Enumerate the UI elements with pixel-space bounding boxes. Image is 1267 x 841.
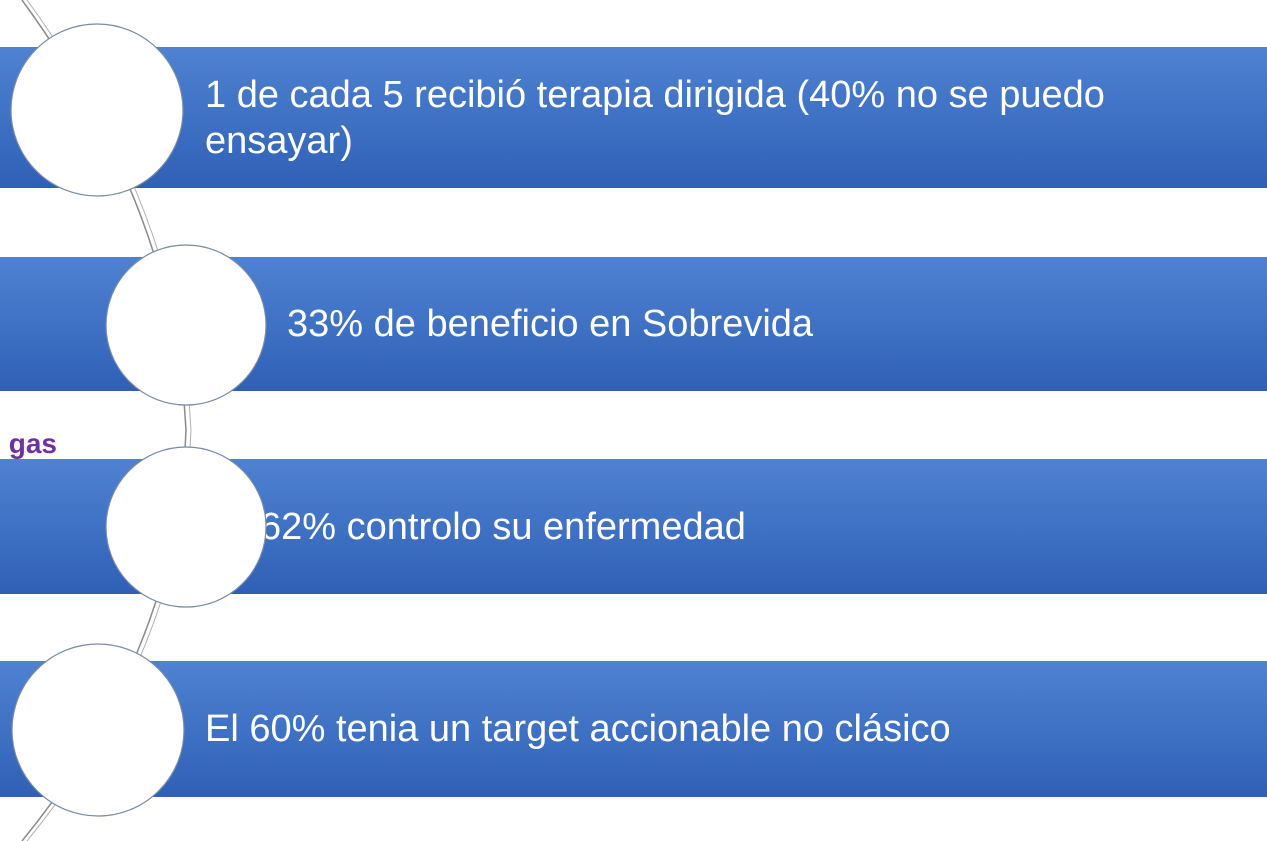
item-box: 1 de cada 5 recibió terapia dirigida (40… xyxy=(0,47,1267,188)
circle xyxy=(105,244,267,406)
circle xyxy=(11,643,185,817)
item-text: 1 de cada 5 recibió terapia dirigida (40… xyxy=(205,73,1105,162)
circle xyxy=(10,23,184,197)
item-text: 62% controlo su enfermedad xyxy=(260,505,746,548)
circle xyxy=(105,446,267,608)
side-label: gas xyxy=(8,428,57,459)
item-text: El 60% tenia un target accionable no clá… xyxy=(205,708,951,750)
item-box: El 60% tenia un target accionable no clá… xyxy=(0,661,1267,797)
item-text: 33% de beneficio en Sobrevida xyxy=(287,303,814,345)
